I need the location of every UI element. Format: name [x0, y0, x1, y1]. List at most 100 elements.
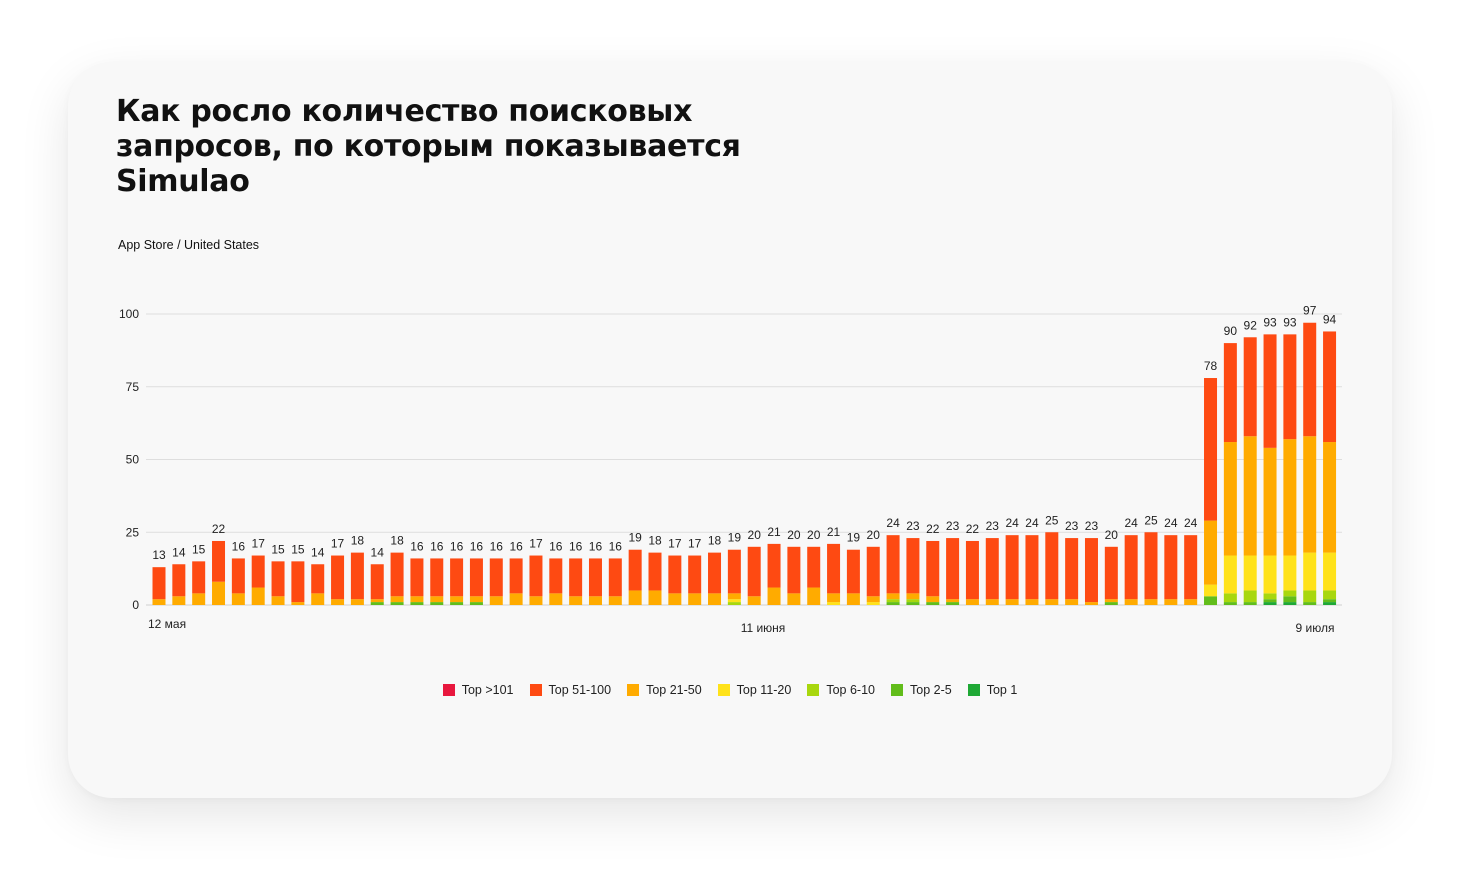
bar-segment — [350, 552, 364, 600]
bar-segment — [410, 558, 424, 597]
bar-segment — [1104, 599, 1118, 603]
bar-segment — [628, 549, 642, 591]
legend-label: Top 1 — [986, 683, 1018, 697]
data-label: 17 — [529, 537, 543, 551]
bar-segment — [866, 602, 880, 605]
legend-label: Top 51-100 — [548, 683, 612, 697]
bar-segment — [1144, 599, 1158, 605]
bar-segment — [787, 546, 801, 594]
bar-segment — [1303, 602, 1317, 605]
bar-segment — [1243, 436, 1257, 556]
bar-segment — [569, 558, 583, 597]
bar-segment — [926, 596, 940, 603]
bar-segment — [271, 596, 285, 605]
bar-segment — [668, 555, 682, 594]
bar-segment — [1204, 596, 1218, 605]
bar-segment — [1283, 439, 1297, 556]
data-label: 16 — [569, 539, 583, 553]
bar-segment — [866, 596, 880, 603]
chart-card — [68, 62, 1392, 798]
bar-segment — [1184, 599, 1198, 605]
bar-segment — [152, 599, 166, 605]
bar-segment — [1263, 599, 1277, 603]
bar-segment — [1283, 596, 1297, 603]
bar-segment — [192, 561, 206, 594]
bar-segment — [588, 596, 602, 605]
bar-segment — [1065, 599, 1079, 605]
legend-item: Top 1 — [967, 683, 1018, 697]
data-label: 23 — [1085, 519, 1099, 533]
legend-label: Top >101 — [461, 683, 514, 697]
bar-segment — [271, 561, 285, 597]
data-label: 18 — [390, 534, 404, 548]
data-label: 20 — [867, 528, 881, 542]
data-label: 20 — [787, 528, 801, 542]
bar-segment — [787, 593, 801, 605]
bar-segment — [370, 599, 384, 603]
bar-segment — [1283, 555, 1297, 591]
data-label: 19 — [728, 531, 742, 545]
bar-segment — [985, 538, 999, 600]
data-label: 24 — [1025, 516, 1039, 530]
data-label: 90 — [1224, 324, 1238, 338]
data-label: 16 — [589, 539, 603, 553]
bar-segment — [965, 540, 979, 600]
bar-segment — [946, 538, 960, 600]
bar-segment — [946, 599, 960, 603]
bar-segment — [1025, 599, 1039, 605]
bar-segment — [1164, 599, 1178, 605]
bar-segment — [708, 552, 722, 594]
bar-segment — [1323, 442, 1337, 553]
bar-segment — [212, 581, 226, 605]
bar-segment — [1263, 555, 1277, 594]
legend-item: Top 2-5 — [891, 683, 952, 697]
bar-segment — [727, 599, 741, 603]
bar-segment — [1164, 535, 1178, 600]
legend-item: Top 51-100 — [529, 683, 612, 697]
bar-segment — [311, 564, 325, 594]
bar-segment — [886, 535, 900, 594]
bar-segment — [668, 593, 682, 605]
bar-segment — [866, 546, 880, 597]
bar-segment — [1084, 538, 1098, 603]
legend-swatch — [717, 684, 730, 696]
bar-segment — [648, 552, 662, 591]
bar-segment — [1263, 602, 1277, 605]
bar-segment — [410, 602, 424, 605]
bar-segment — [1223, 593, 1237, 603]
legend-item: Top 6-10 — [807, 683, 875, 697]
data-label: 25 — [1144, 513, 1158, 527]
bar-segment — [450, 558, 464, 597]
bar-segment — [906, 538, 920, 594]
bar-segment — [529, 555, 543, 597]
data-label: 24 — [1184, 516, 1198, 530]
data-label: 23 — [1065, 519, 1079, 533]
bar-segment — [489, 558, 503, 597]
bar-segment — [886, 602, 900, 605]
legend-swatch — [891, 684, 903, 696]
bar-segment — [311, 593, 325, 605]
bar-segment — [608, 596, 622, 605]
bar-segment — [430, 596, 444, 603]
bar-segment — [1303, 322, 1317, 437]
x-tick-label: 9 июля — [1296, 621, 1335, 635]
bar-segment — [1184, 535, 1198, 600]
data-label: 19 — [628, 531, 642, 545]
bar-segment — [727, 549, 741, 594]
bar-segment — [1223, 555, 1237, 594]
data-label: 16 — [490, 539, 504, 553]
bar-segment — [648, 590, 662, 605]
data-label: 22 — [966, 522, 980, 536]
bar-segment — [370, 564, 384, 600]
bar-segment — [946, 602, 960, 605]
bar-segment — [410, 596, 424, 603]
data-label: 93 — [1263, 315, 1277, 329]
bar-segment — [1204, 378, 1218, 521]
y-tick-label: 25 — [126, 525, 140, 539]
bar-segment — [1223, 602, 1237, 605]
bar-segment — [1263, 334, 1277, 448]
bar-segment — [906, 599, 920, 603]
data-label: 24 — [1124, 516, 1138, 530]
y-tick-label: 100 — [119, 307, 139, 321]
chart-subtitle: App Store / United States — [118, 238, 260, 252]
